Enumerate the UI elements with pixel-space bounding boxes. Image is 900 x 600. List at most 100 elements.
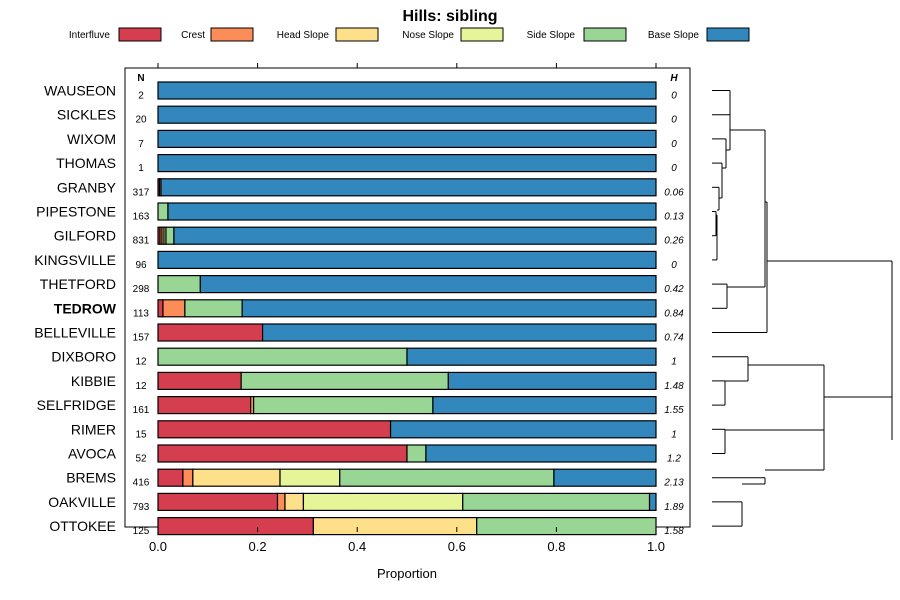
row-h-value: 0.06 bbox=[664, 187, 684, 198]
row-n-value: 7 bbox=[138, 139, 144, 150]
x-tick-label: 0.2 bbox=[249, 539, 267, 554]
row-n-value: 125 bbox=[133, 526, 150, 537]
bar-segment bbox=[157, 81, 657, 100]
bar-segment bbox=[157, 371, 242, 390]
row-n-value: 52 bbox=[135, 454, 147, 465]
row-n-value: 1 bbox=[138, 163, 144, 174]
row-label: THOMAS bbox=[56, 155, 116, 171]
row-h-value: 0 bbox=[671, 260, 677, 271]
bar-segment bbox=[165, 226, 175, 245]
row-label: OAKVILLE bbox=[48, 494, 116, 510]
row-label: WAUSEON bbox=[44, 83, 116, 99]
row-h-value: 1 bbox=[671, 429, 677, 440]
bar-segment bbox=[312, 516, 478, 536]
row-n-value: 113 bbox=[133, 308, 149, 319]
bar-segment bbox=[157, 492, 279, 511]
bar-segment bbox=[160, 178, 657, 197]
row-n-value: 157 bbox=[133, 333, 150, 344]
bar-segment bbox=[406, 347, 657, 366]
row-label: SICKLES bbox=[57, 107, 116, 123]
row-n-value: 298 bbox=[133, 284, 150, 295]
bar-segment bbox=[425, 444, 657, 463]
row-h-value: 0.74 bbox=[664, 333, 684, 344]
legend-label: Side Slope bbox=[527, 30, 576, 41]
bar-segment bbox=[476, 516, 657, 536]
bar-segment bbox=[167, 202, 657, 221]
bar-segment bbox=[157, 468, 184, 487]
row-h-value: 0.42 bbox=[664, 284, 684, 295]
n-column-header: N bbox=[137, 73, 144, 84]
legend-label: Head Slope bbox=[277, 30, 330, 41]
bar-segment bbox=[157, 154, 657, 173]
bar-segment bbox=[462, 492, 651, 511]
bar-segment bbox=[157, 275, 201, 294]
bar-segment bbox=[389, 420, 657, 439]
row-n-value: 161 bbox=[133, 405, 150, 416]
row-n-value: 12 bbox=[135, 357, 147, 368]
bar-segment bbox=[447, 371, 657, 390]
row-label: DIXBORO bbox=[51, 349, 116, 365]
row-n-value: 163 bbox=[133, 212, 150, 223]
row-n-value: 2 bbox=[138, 91, 144, 102]
row-n-value: 831 bbox=[133, 236, 150, 247]
legend-swatch bbox=[335, 27, 379, 42]
bar-segment bbox=[162, 299, 186, 318]
row-label: BREMS bbox=[66, 470, 116, 486]
bar-segment bbox=[199, 275, 657, 294]
bar-segment bbox=[279, 468, 341, 487]
bar-segment bbox=[184, 299, 243, 318]
bar-segment bbox=[339, 468, 555, 487]
legend-swatch bbox=[460, 27, 504, 42]
row-label: GILFORD bbox=[54, 228, 116, 244]
row-h-value: 2.13 bbox=[663, 478, 684, 489]
row-label: PIPESTONE bbox=[36, 204, 116, 220]
bar-segment bbox=[406, 444, 427, 463]
x-axis-label: Proportion bbox=[377, 566, 437, 581]
bar-segment bbox=[157, 347, 408, 366]
x-tick-label: 0.6 bbox=[448, 539, 466, 554]
row-h-value: 1.48 bbox=[664, 381, 684, 392]
row-label: GRANBY bbox=[57, 179, 117, 195]
row-h-value: 1.2 bbox=[667, 454, 681, 465]
legend-swatch bbox=[210, 27, 254, 42]
bar-segment bbox=[157, 420, 392, 439]
row-label: KINGSVILLE bbox=[34, 252, 116, 268]
legend-label: Interfluve bbox=[69, 30, 111, 41]
row-label: TEDROW bbox=[54, 300, 117, 316]
bar-segment bbox=[182, 468, 194, 487]
bar-segment bbox=[157, 323, 264, 342]
x-axis: 0.0 0.2 0.4 0.6 0.8 1.0 bbox=[149, 63, 665, 554]
bar-segment bbox=[157, 105, 657, 124]
row-h-value: 1.55 bbox=[664, 405, 684, 416]
bar-segment bbox=[432, 396, 657, 415]
row-n-value: 96 bbox=[135, 260, 147, 271]
row-n-value: 15 bbox=[135, 429, 147, 440]
row-label: RIMER bbox=[71, 421, 116, 437]
x-tick-label: 0.8 bbox=[547, 539, 565, 554]
row-h-value: 1 bbox=[671, 357, 677, 368]
row-n-value: 317 bbox=[133, 187, 150, 198]
bar-segment bbox=[261, 323, 657, 342]
row-h-value: 1.58 bbox=[664, 526, 684, 537]
legend-swatch bbox=[706, 27, 750, 42]
bar-segment bbox=[241, 299, 657, 318]
row-n-value: 20 bbox=[135, 115, 147, 126]
row-n-value: 416 bbox=[133, 478, 150, 489]
legend-label: Crest bbox=[181, 30, 205, 41]
row-label: WIXOM bbox=[67, 131, 116, 147]
bar-segment bbox=[157, 516, 314, 536]
bar-segment bbox=[173, 226, 657, 245]
bar-segment bbox=[192, 468, 281, 487]
legend: Interfluve Crest Head Slope Nose Slope Side … bbox=[69, 27, 750, 42]
bar-segment bbox=[253, 396, 434, 415]
legend-swatch bbox=[118, 27, 162, 42]
row-label: SELFRIDGE bbox=[37, 397, 116, 413]
bar-segment bbox=[276, 492, 286, 511]
legend-label: Nose Slope bbox=[402, 30, 454, 41]
row-n-value: 12 bbox=[135, 381, 147, 392]
bar-segment bbox=[157, 250, 657, 269]
row-h-value: 0 bbox=[671, 139, 677, 150]
row-label: THETFORD bbox=[40, 276, 116, 292]
